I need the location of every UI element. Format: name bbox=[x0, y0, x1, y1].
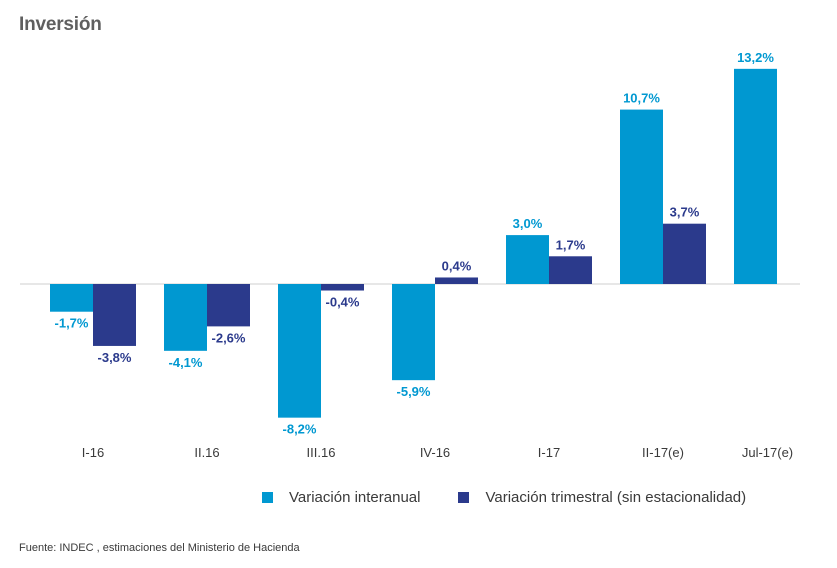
legend-swatch-interanual bbox=[262, 492, 273, 503]
bar-trimestral-2 bbox=[321, 284, 364, 291]
data-label-interanual-0: -1,7% bbox=[55, 316, 89, 331]
x-tick-label-0: I-16 bbox=[82, 445, 104, 460]
x-tick-label-1: II.16 bbox=[194, 445, 219, 460]
data-label-trimestral-2: -0,4% bbox=[326, 295, 360, 310]
data-label-interanual-6: 13,2% bbox=[737, 50, 774, 65]
bar-interanual-4 bbox=[506, 235, 549, 284]
bar-trimestral-0 bbox=[93, 284, 136, 346]
x-tick-label-3: IV-16 bbox=[420, 445, 450, 460]
data-label-interanual-4: 3,0% bbox=[513, 216, 543, 231]
bar-interanual-5 bbox=[620, 109, 663, 284]
data-label-trimestral-0: -3,8% bbox=[98, 350, 132, 365]
source-note: Fuente: INDEC , estimaciones del Ministe… bbox=[19, 542, 300, 554]
x-tick-label-4: I-17 bbox=[538, 445, 560, 460]
data-label-interanual-1: -4,1% bbox=[169, 355, 203, 370]
x-tick-label-2: III.16 bbox=[307, 445, 336, 460]
bar-trimestral-5 bbox=[663, 223, 706, 284]
legend-item-trimestral: Variación trimestral (sin estacionalidad… bbox=[458, 489, 746, 506]
legend-swatch-trimestral bbox=[458, 492, 470, 503]
bar-trimestral-4 bbox=[549, 256, 592, 284]
bar-chart: -1,7% -3,8% I-16 -4,1% -2,6% II.16 -8,2% -0,4% I… bbox=[20, 50, 800, 460]
legend-label-interanual: Variación interanual bbox=[289, 489, 421, 506]
bar-trimestral-3 bbox=[435, 277, 478, 284]
bar-interanual-1 bbox=[164, 284, 207, 351]
bar-interanual-0 bbox=[50, 284, 93, 312]
chart-title: Inversión bbox=[19, 14, 102, 35]
data-label-trimestral-3: 0,4% bbox=[442, 258, 472, 273]
data-label-trimestral-4: 1,7% bbox=[556, 237, 586, 252]
legend-item-interanual: Variación interanual bbox=[262, 489, 420, 506]
data-label-interanual-3: -5,9% bbox=[397, 384, 431, 399]
legend: Variación interanual Variación trimestra… bbox=[262, 489, 784, 506]
bar-interanual-6 bbox=[734, 68, 777, 284]
legend-label-trimestral: Variación trimestral (sin estacionalidad… bbox=[485, 489, 747, 506]
data-label-interanual-5: 10,7% bbox=[623, 91, 660, 106]
data-label-interanual-2: -8,2% bbox=[283, 422, 317, 437]
bar-interanual-3 bbox=[392, 284, 435, 381]
bar-interanual-2 bbox=[278, 284, 321, 418]
x-tick-label-6: Jul-17(e) bbox=[742, 445, 793, 460]
bar-trimestral-1 bbox=[207, 284, 250, 327]
x-tick-label-5: II-17(e) bbox=[642, 445, 684, 460]
data-label-trimestral-1: -2,6% bbox=[212, 330, 246, 345]
data-label-trimestral-5: 3,7% bbox=[670, 205, 700, 220]
